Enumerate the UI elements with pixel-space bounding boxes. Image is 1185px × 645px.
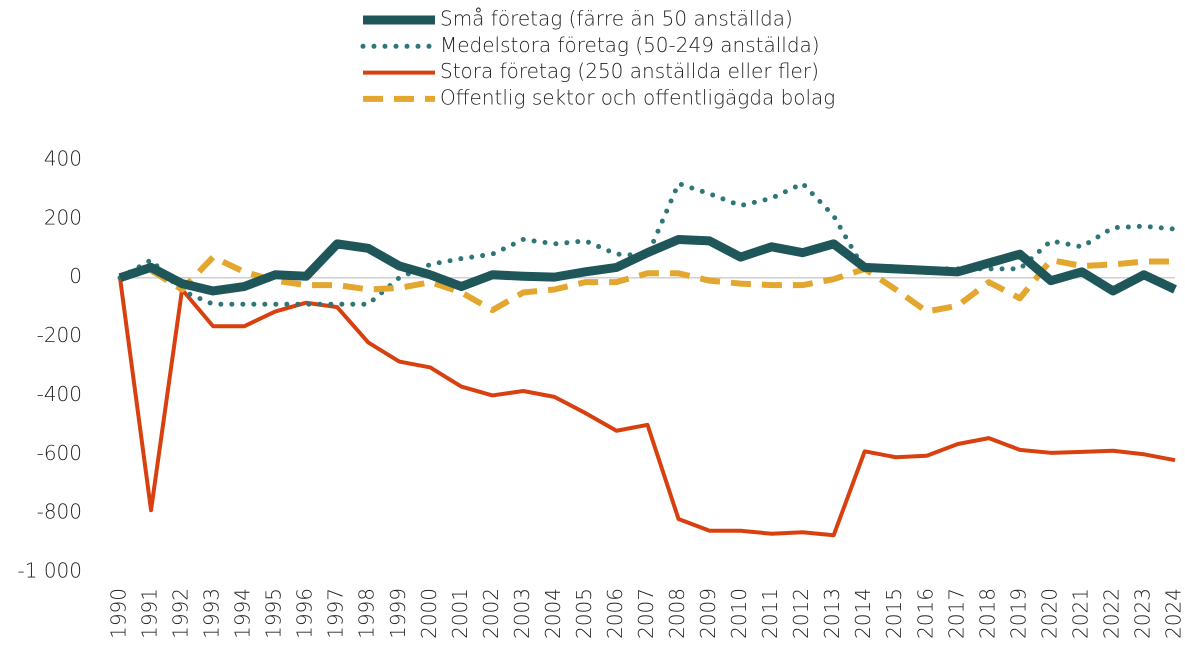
x-tick-label: 1999 [386,588,410,639]
x-tick-label: 2011 [758,588,782,639]
x-tick-label: 2010 [727,588,751,639]
y-tick-label: -800 [37,500,82,524]
x-tick-label: 1996 [293,588,317,639]
x-tick-label: 1994 [231,588,255,639]
y-tick-label: -200 [37,323,82,347]
x-tick-label: 2020 [1037,588,1061,639]
x-tick-label: 2012 [789,588,813,639]
x-tick-label: 2009 [696,588,720,639]
y-tick-label: 200 [44,205,82,229]
x-tick-label: 1997 [324,588,348,639]
x-tick-label: 2017 [944,588,968,639]
x-tick-label: 1990 [107,588,131,639]
x-tick-label: 2007 [634,588,658,639]
x-tick-label: 2006 [603,588,627,639]
series-line [120,239,1175,291]
x-tick-label: 2016 [913,588,937,639]
x-tick-label: 1995 [262,588,286,639]
x-tick-label: 2001 [448,588,472,639]
x-tick-label: 2014 [851,588,875,639]
y-tick-label: 400 [44,147,82,171]
x-tick-label: 2024 [1162,588,1185,639]
y-tick-label: -1 000 [18,559,82,583]
x-tick-label: 2004 [541,588,565,639]
x-tick-label: 2000 [417,588,441,639]
x-tick-label: 2015 [882,588,906,639]
y-tick-label: 0 [69,264,82,288]
series-line [120,257,1175,311]
x-tick-label: 2013 [820,588,844,639]
series-line [120,184,1175,305]
x-tick-label: 1993 [200,588,224,639]
legend-label: Offentlig sektor och offentligägda bolag [440,85,835,109]
y-tick-label: -400 [37,382,82,406]
x-tick-label: 2019 [1006,588,1030,639]
legend-label: Små företag (färre än 50 anställda) [440,7,793,31]
y-tick-label: -600 [37,441,82,465]
x-tick-label: 2002 [479,588,503,639]
x-tick-label: 2005 [572,588,596,639]
x-tick-label: 2018 [975,588,999,639]
x-tick-label: 1998 [355,588,379,639]
legend-label: Medelstora företag (50-249 anställda) [440,33,820,57]
x-tick-label: 1991 [138,588,162,639]
x-tick-label: 2008 [665,588,689,639]
series-line [120,278,1175,536]
x-tick-label: 2022 [1099,588,1123,639]
legend-label: Stora företag (250 anställda eller fler) [440,59,819,83]
x-tick-label: 1992 [169,588,193,639]
x-tick-label: 2023 [1130,588,1154,639]
x-tick-label: 2021 [1068,588,1092,639]
x-tick-label: 2003 [510,588,534,639]
